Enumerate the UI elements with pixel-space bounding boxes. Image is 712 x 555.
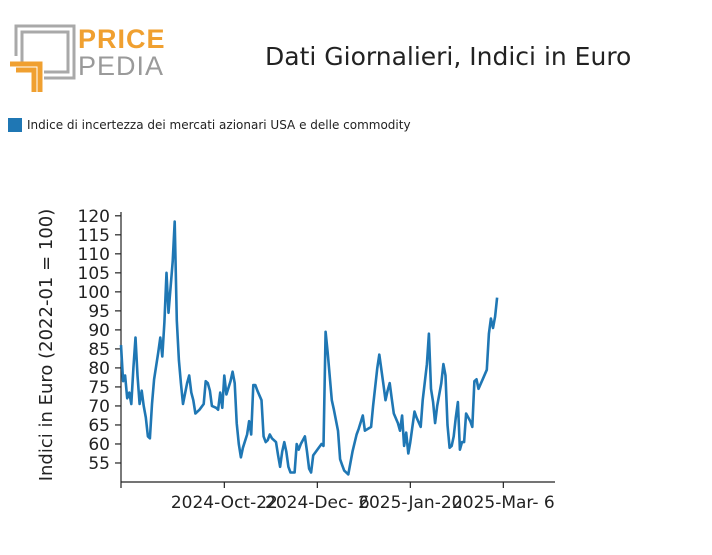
y-tick-label: 75 bbox=[88, 378, 110, 398]
pricepedia-logo: PRICE PEDIA bbox=[8, 22, 168, 92]
legend-label: Indice di incertezza dei mercati azionar… bbox=[27, 118, 411, 132]
x-tick-label: 2025-Jan-20 bbox=[358, 493, 462, 513]
y-tick-label: 85 bbox=[88, 340, 110, 360]
y-axis-label: Indici in Euro (2022-01 = 100) bbox=[36, 209, 57, 482]
x-tick-label: 2024-Dec- 6 bbox=[265, 493, 370, 513]
logo-pedia-text: PEDIA bbox=[78, 51, 165, 81]
y-tick-label: 95 bbox=[88, 302, 110, 322]
x-tick-label: 2024-Oct-22 bbox=[171, 493, 278, 513]
series-line bbox=[119, 220, 499, 476]
y-tick-label: 55 bbox=[88, 454, 110, 474]
x-tick-label: 2025-Mar- 6 bbox=[452, 493, 555, 513]
y-tick-label: 100 bbox=[78, 283, 110, 303]
chart-title: Dati Giornalieri, Indici in Euro bbox=[265, 42, 632, 71]
plot-area bbox=[119, 220, 499, 476]
y-tick-label: 80 bbox=[88, 359, 110, 379]
y-tick-label: 120 bbox=[78, 207, 110, 227]
y-tick-label: 60 bbox=[88, 435, 110, 455]
y-tick-label: 70 bbox=[88, 397, 110, 417]
logo-price-text: PRICE bbox=[78, 24, 166, 54]
y-tick-label: 110 bbox=[78, 245, 110, 265]
y-tick-label: 115 bbox=[78, 226, 110, 246]
y-tick-label: 105 bbox=[78, 264, 110, 284]
y-tick-label: 90 bbox=[88, 321, 110, 341]
chart-legend: Indice di incertezza dei mercati azionar… bbox=[8, 118, 411, 132]
y-tick-label: 65 bbox=[88, 416, 110, 436]
legend-swatch bbox=[8, 118, 22, 132]
logo-mark-icon bbox=[10, 24, 76, 92]
